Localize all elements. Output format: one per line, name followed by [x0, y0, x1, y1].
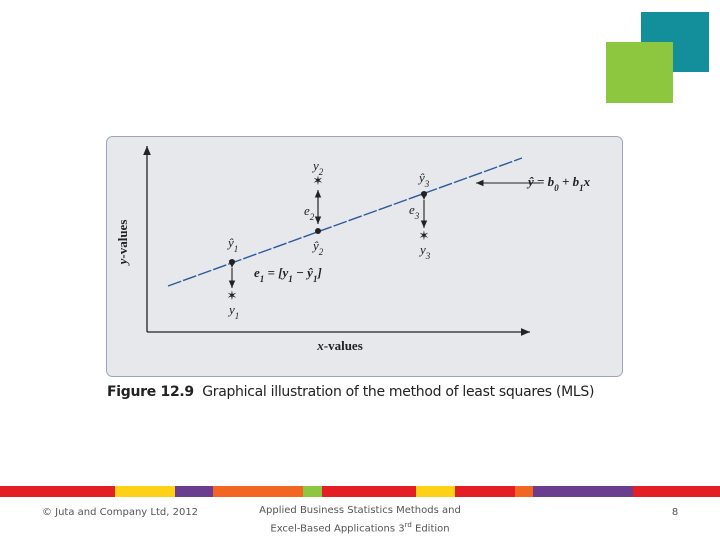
label-part: − ŷ: [293, 265, 313, 280]
book-line: Excel-Based Applications 3: [270, 523, 405, 535]
label-part: 1: [313, 274, 318, 284]
label-yhat3: ŷ3: [417, 170, 430, 189]
label-part: y: [227, 302, 235, 317]
book-line: Edition: [411, 523, 450, 535]
label-y2: y2: [311, 158, 324, 177]
label-part: 1: [235, 311, 240, 321]
label-part: e: [409, 202, 415, 217]
label-e3: e3: [409, 202, 420, 221]
points: ✶ ✶ ✶: [227, 173, 430, 303]
regression-line: [167, 157, 523, 287]
book-sup: rd: [404, 521, 412, 529]
label-part: 1: [234, 244, 239, 254]
label-part: 2: [310, 212, 315, 222]
label-e1: e1 = [y1 − ŷ1]: [254, 265, 322, 284]
caption-text: Graphical illustration of the method of …: [202, 384, 595, 400]
label-part: e: [304, 203, 310, 218]
label-part: ]: [316, 265, 321, 280]
label-y1: y1: [227, 302, 239, 321]
book-line: Applied Business Statistics Methods and: [259, 505, 461, 516]
label-part: ŷ: [417, 170, 425, 185]
label-part: 1: [288, 274, 293, 284]
label-part: y: [418, 242, 426, 257]
caption-number: Figure 12.9: [107, 384, 194, 400]
label-part: 3: [424, 179, 430, 189]
x-axis-label: x-values: [316, 338, 363, 353]
copyright: © Juta and Company Ltd, 2012: [41, 507, 199, 518]
label-part: x: [583, 174, 591, 189]
label-part: y: [115, 258, 130, 266]
label-e2: e2: [304, 203, 315, 222]
label-part: 3: [425, 251, 431, 261]
label-part: e: [254, 265, 260, 280]
label-part: 1: [260, 274, 265, 284]
label-part: 3: [414, 211, 420, 221]
label-part: 0: [554, 183, 559, 193]
label-part: 1: [579, 183, 584, 193]
svg-text:✶: ✶: [419, 228, 430, 243]
label-y3: y3: [418, 242, 431, 261]
svg-text:✶: ✶: [227, 288, 238, 303]
label-part: -values: [324, 338, 363, 353]
svg-text:✶: ✶: [313, 173, 324, 188]
label-part: ŷ: [311, 238, 319, 253]
label-part: ŷ: [226, 235, 234, 250]
figure-box: [106, 136, 623, 377]
label-part: 2: [319, 167, 324, 177]
residual-arrows: [228, 179, 540, 288]
deco-square: [606, 42, 673, 103]
label-part: y: [311, 158, 319, 173]
label-part: -values: [115, 220, 130, 259]
label-yhat1: ŷ1: [226, 235, 238, 254]
label-part: + b: [559, 174, 580, 189]
book-title: Applied Business Statistics Methods and …: [240, 503, 480, 536]
label-part: 2: [319, 247, 324, 257]
label-part: = [y: [264, 265, 288, 280]
label-part: x: [316, 338, 324, 353]
label-part: ŷ = b: [526, 174, 555, 189]
y-axis-label: y-values: [115, 220, 130, 267]
page-number: 8: [671, 507, 679, 518]
color-stripe: [0, 486, 720, 497]
caption: Figure 12.9 Graphical illustration of th…: [107, 384, 594, 400]
label-yhat2: ŷ2: [311, 238, 324, 257]
label-equation: ŷ = b0 + b1x: [526, 174, 591, 193]
